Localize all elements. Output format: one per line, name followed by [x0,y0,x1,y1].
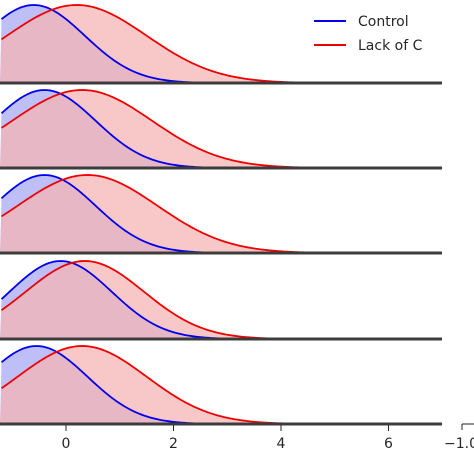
x-tick-label-4: 4 [277,436,286,452]
panel-1 [0,4,442,85]
x-tick-label-6: 6 [384,436,393,452]
lack-line-3 [1,174,314,254]
lack-fill-4 [0,261,384,339]
panel-2 [0,89,442,170]
lack-fill-5 [0,346,421,424]
panels-group [0,4,442,426]
legend-label-2: Lack of C [358,38,423,54]
legend: Control Lack of C [314,14,423,54]
panel-5 [0,345,442,426]
x-axis: 0 2 4 6 −1.0 [62,423,474,452]
lack-fill-2 [0,90,357,168]
legend-label-1: Control [358,14,409,30]
x-tick-label-2: 2 [169,436,178,452]
panel-3 [0,174,442,255]
neighbor-tick-label: −1.0 [444,436,474,452]
lack-fill-1 [0,5,397,83]
panel-4 [0,260,442,341]
x-tick-label-0: 0 [62,436,71,452]
lack-fill-3 [0,175,314,253]
